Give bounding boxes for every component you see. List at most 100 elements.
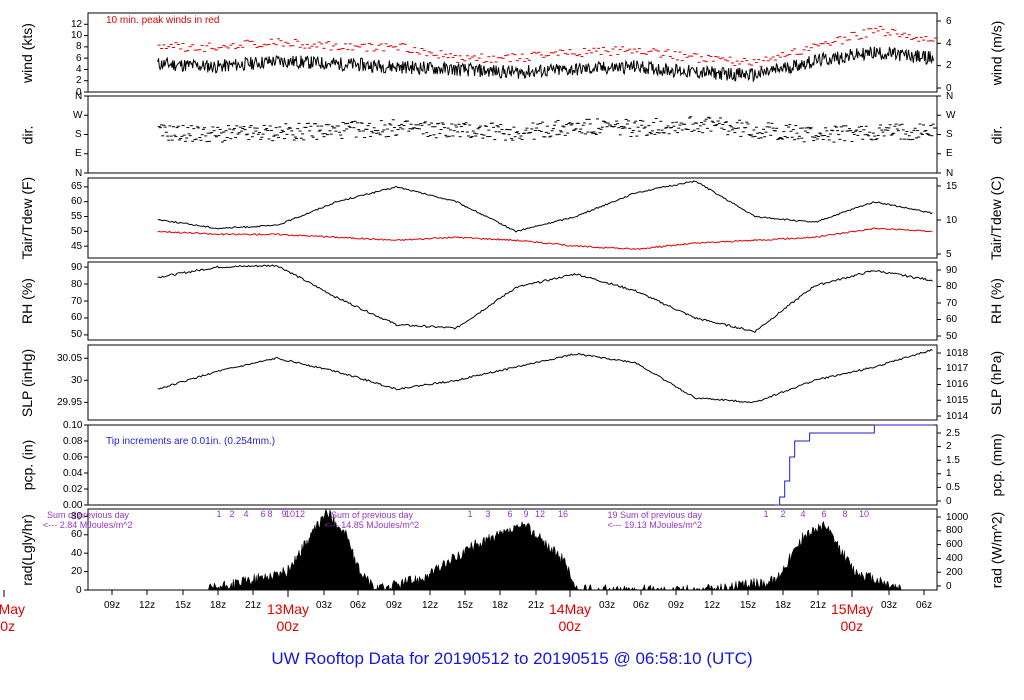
hour-mark: 8 <box>842 509 848 519</box>
y-tick-label-right: 0.5 <box>946 481 960 493</box>
panel-frame <box>87 261 938 341</box>
x-tick-label: 06z <box>916 599 933 611</box>
y-axis-label-right: pcp. (mm) <box>988 433 1004 497</box>
y-tick-label-right: 6 <box>946 15 952 27</box>
y-tick-label-right: 2 <box>946 60 952 72</box>
y-tick-label: 0.10 <box>63 419 83 431</box>
y-tick-label-right: 600 <box>946 539 963 551</box>
x-date-label: 12May <box>0 601 26 617</box>
y-tick-label-right: 0 <box>946 580 952 592</box>
precip-line <box>774 424 934 506</box>
hour-mark: 1 <box>216 509 222 519</box>
hour-mark: 9 <box>523 509 529 519</box>
series-line <box>157 264 933 334</box>
y-tick-label: 80 <box>71 278 83 290</box>
y-tick-label-right: N <box>946 90 954 102</box>
y-tick-label: 60 <box>71 196 83 208</box>
y-tick-label-right: 800 <box>946 525 963 537</box>
x-tick-label: 18z <box>210 599 227 611</box>
y-tick-label: 10 <box>71 30 83 42</box>
radiation-note: <--- 19.13 MJoules/m^2 <box>607 520 703 530</box>
y-tick-label-right: 1000 <box>946 511 969 523</box>
y-tick-label: 50 <box>71 329 83 341</box>
y-tick-label: 0.00 <box>63 499 83 511</box>
y-tick-label: 50 <box>71 225 83 237</box>
y-tick-label: 30.05 <box>57 352 83 364</box>
series-line <box>157 227 933 250</box>
x-date-label: 13May <box>267 601 310 617</box>
hour-mark: 3 <box>485 509 491 519</box>
radiation-note: Sum of previous day <box>47 510 130 520</box>
y-tick-label-right: 1.5 <box>946 454 960 466</box>
hour-mark: 8 <box>267 509 273 519</box>
y-tick-label: 60 <box>71 529 83 541</box>
figure-footer: UW Rooftop Data for 20190512 to 20190515… <box>271 649 753 668</box>
x-tick-label: 03z <box>599 599 616 611</box>
x-tick-label: 06z <box>350 599 367 611</box>
y-tick-label-right: 1 <box>946 468 952 480</box>
radiation-note: <--- 2.84 MJoules/m^2 <box>43 520 133 530</box>
chart-annotation: Tip increments are 0.01in. (0.254mm.) <box>106 435 276 447</box>
x-tick-label: 21z <box>245 599 262 611</box>
hour-mark: 6 <box>507 509 513 519</box>
y-axis-label-right: RH (%) <box>987 278 1004 324</box>
y-axis-label: RH (%) <box>18 278 35 324</box>
y-tick-label-right: 5 <box>946 248 952 260</box>
y-tick-label: 8 <box>76 41 82 53</box>
y-axis-label: wind (kts) <box>18 22 35 83</box>
y-tick-label-right: 70 <box>946 297 958 309</box>
y-tick-label-right: S <box>946 129 953 140</box>
y-tick-label: 29.95 <box>57 396 83 408</box>
y-axis-label: dir. <box>18 125 35 144</box>
y-tick-label-right: 0 <box>946 495 952 507</box>
y-tick-label-right: 2 <box>946 441 952 453</box>
hour-mark: 10 <box>859 509 870 519</box>
y-axis-label-right: wind (m/s) <box>987 20 1004 85</box>
y-tick-label-right: 15 <box>946 180 958 192</box>
x-tick-label: 09z <box>668 599 685 611</box>
x-tick-label: 03z <box>881 599 898 611</box>
x-tick-label: 21z <box>528 599 545 611</box>
y-tick-label: 45 <box>71 240 83 252</box>
y-tick-label: W <box>73 109 83 121</box>
y-tick-label: 6 <box>76 52 82 64</box>
y-tick-label: 4 <box>76 63 82 75</box>
y-tick-label: 40 <box>71 547 83 559</box>
y-axis-label: Tair/Tdew (F) <box>19 176 36 260</box>
x-tick-label: 06z <box>633 599 650 611</box>
hour-mark: 10 <box>285 509 296 519</box>
x-tick-label: 09z <box>104 599 121 611</box>
y-tick-label-right: 50 <box>946 330 958 342</box>
x-tick-label: 12z <box>139 599 156 611</box>
hour-mark: 1 <box>467 509 473 519</box>
y-tick-label: 0.02 <box>63 483 83 495</box>
x-date-sublabel: 00z <box>276 618 300 634</box>
y-tick-label: 90 <box>71 261 83 273</box>
x-tick-label: 12z <box>704 599 721 611</box>
x-tick-label: 18z <box>492 599 509 611</box>
y-tick-label-right: 60 <box>946 314 958 325</box>
y-tick-label-right: 200 <box>946 566 963 578</box>
series-line <box>157 348 933 404</box>
y-tick-label: 60 <box>71 312 83 324</box>
y-tick-label: S <box>75 129 82 140</box>
radiation-area <box>207 508 904 591</box>
y-axis-label: pcp. (in) <box>18 439 35 491</box>
radiation-note: 19 Sum of previous day <box>607 510 703 520</box>
hour-mark: 4 <box>243 509 249 519</box>
y-tick-label-right: 2.5 <box>946 427 960 439</box>
panel-frame <box>87 344 938 421</box>
y-tick-label-right: 1015 <box>946 394 969 406</box>
y-axis-label-right: rad (W/m^2) <box>987 511 1004 588</box>
x-tick-label: 21z <box>810 599 827 611</box>
x-tick-label: 15z <box>740 599 757 611</box>
y-tick-label-right: N <box>946 167 954 179</box>
y-axis-label-right: SLP (hPa) <box>988 350 1005 415</box>
hour-mark: 6 <box>821 509 827 519</box>
x-tick-label: 09z <box>386 599 403 611</box>
y-tick-label: 2 <box>76 75 82 87</box>
x-tick-label: 18z <box>775 599 792 611</box>
y-tick-label: 80 <box>71 510 83 522</box>
y-tick-label-right: 1016 <box>946 379 969 390</box>
